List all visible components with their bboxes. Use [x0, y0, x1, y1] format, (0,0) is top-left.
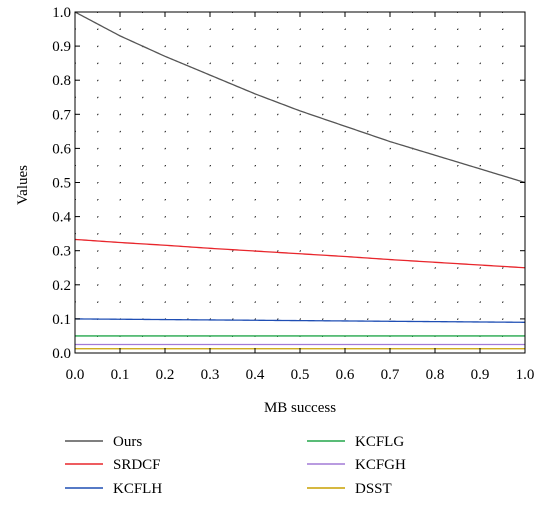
- y-tick-label: 0.9: [52, 39, 71, 55]
- x-tick-label: 0.1: [111, 367, 130, 383]
- series-lines: [75, 12, 525, 349]
- legend-label-ours: Ours: [113, 434, 142, 450]
- axis-ticks: 0.0 0.1 0.2 0.3 0.4 0.5 0.6 0.7 0.8 0.9 1.0 0.0 0.1 0…: [52, 5, 534, 383]
- y-tick-label: 0.3: [52, 244, 71, 260]
- legend-label-kcfgh: KCFGH: [355, 457, 406, 473]
- legend-label-kcflh: KCFLH: [113, 481, 162, 497]
- legend-label-kcflg: KCFLG: [355, 434, 404, 450]
- y-tick-label: 1.0: [52, 5, 71, 21]
- x-tick-label: 0.8: [426, 367, 445, 383]
- y-tick-label: 0.2: [52, 278, 71, 294]
- x-tick-label: 0.7: [381, 367, 400, 383]
- y-tick-label: 0.0: [52, 346, 71, 362]
- x-tick-label: 0.9: [471, 367, 490, 383]
- x-tick-label: 0.6: [336, 367, 355, 383]
- x-tick-label: 0.5: [291, 367, 310, 383]
- y-tick-label: 0.6: [52, 141, 71, 157]
- x-tick-label: 1.0: [516, 367, 535, 383]
- legend-label-srdcf: SRDCF: [113, 457, 161, 473]
- legend-label-dsst: DSST: [355, 481, 392, 497]
- x-tick-label: 0.3: [201, 367, 220, 383]
- x-tick-label: 0.2: [156, 367, 175, 383]
- legend: Ours SRDCF KCFLH KCFLG KCFGH DSST: [65, 434, 406, 497]
- y-tick-label: 0.4: [52, 210, 71, 226]
- x-tick-label: 0.0: [66, 367, 85, 383]
- y-tick-label: 0.1: [52, 312, 71, 328]
- x-axis-label: MB success: [264, 400, 336, 416]
- x-tick-label: 0.4: [246, 367, 265, 383]
- y-tick-label: 0.5: [52, 176, 71, 192]
- y-axis-label: Values: [15, 165, 31, 205]
- series-line-srdcf: [75, 239, 525, 267]
- y-tick-label: 0.8: [52, 73, 71, 89]
- grid: [75, 12, 525, 353]
- y-tick-label: 0.7: [52, 107, 71, 123]
